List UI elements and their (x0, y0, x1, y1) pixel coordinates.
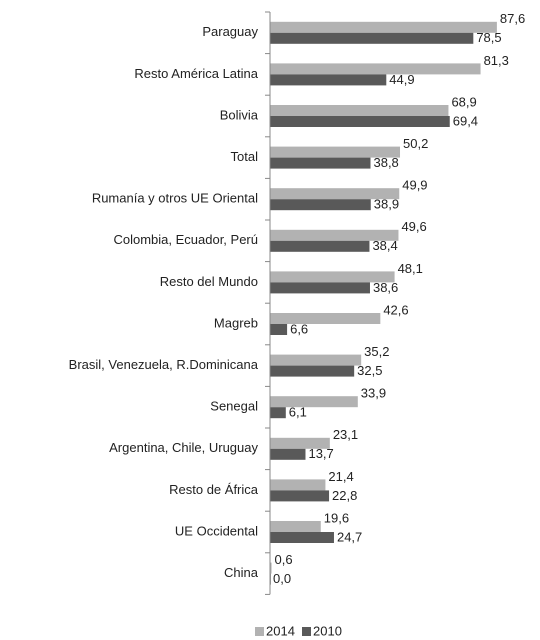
bar (270, 199, 371, 211)
bar (270, 105, 449, 116)
bar (270, 240, 370, 252)
value-label: 23,1 (333, 427, 358, 442)
value-label: 44,9 (389, 72, 414, 87)
category-label: Resto de África (169, 482, 259, 497)
category-label: Resto América Latina (134, 66, 258, 81)
value-label: 6,6 (290, 321, 308, 336)
value-label: 0,0 (273, 571, 291, 586)
category-label: China (224, 565, 259, 580)
legend-swatch (255, 627, 264, 636)
category-label: Brasil, Venezuela, R.Dominicana (69, 357, 259, 372)
value-label: 32,5 (357, 363, 382, 378)
category-label: Total (231, 149, 259, 164)
value-label: 24,7 (337, 529, 362, 544)
value-label: 68,9 (451, 94, 476, 109)
bar (270, 146, 401, 158)
value-label: 49,9 (402, 178, 427, 193)
bar (270, 365, 355, 377)
value-label: 42,6 (383, 302, 408, 317)
bar (270, 282, 370, 294)
value-label: 38,9 (374, 197, 399, 212)
bar (270, 32, 474, 44)
value-label: 0,6 (275, 552, 293, 567)
bar (270, 324, 288, 335)
bar (270, 396, 358, 408)
category-label: Magreb (214, 315, 258, 330)
bar (270, 532, 334, 543)
value-label: 35,2 (364, 344, 389, 359)
bar (270, 157, 371, 169)
category-label: Resto del Mundo (160, 274, 258, 289)
value-label: 78,5 (476, 30, 501, 45)
value-label: 38,6 (373, 280, 398, 295)
category-label: Bolivia (220, 107, 259, 122)
value-label: 87,6 (500, 11, 525, 26)
category-label: Rumanía y otros UE Oriental (92, 191, 258, 206)
bar (270, 271, 395, 283)
value-label: 13,7 (308, 446, 333, 461)
bar (270, 479, 326, 491)
bar (270, 116, 450, 127)
bar (270, 21, 497, 33)
bar (270, 188, 400, 200)
bar (270, 229, 399, 241)
bar (270, 63, 481, 75)
legend-swatch (302, 627, 311, 636)
category-label: UE Occidental (175, 523, 258, 538)
value-label: 48,1 (398, 261, 423, 276)
value-label: 21,4 (328, 469, 353, 484)
value-label: 81,3 (484, 53, 509, 68)
value-label: 50,2 (403, 136, 428, 151)
bar (270, 562, 272, 574)
value-label: 22,8 (332, 488, 357, 503)
bar (270, 490, 330, 502)
legend-label: 2010 (313, 623, 342, 638)
bar (270, 74, 387, 86)
category-label: Senegal (210, 399, 258, 414)
legend-label: 2014 (266, 623, 295, 638)
bar (270, 354, 362, 366)
value-label: 38,8 (373, 155, 398, 170)
bar (270, 521, 321, 532)
bar (270, 437, 330, 449)
value-label: 6,1 (289, 405, 307, 420)
value-label: 69,4 (453, 113, 478, 128)
value-label: 38,4 (372, 238, 397, 253)
bar (270, 313, 381, 324)
value-label: 19,6 (324, 510, 349, 525)
bar (270, 448, 306, 460)
bar (270, 407, 286, 419)
category-label: Paraguay (202, 24, 258, 39)
value-label: 33,9 (361, 386, 386, 401)
category-label: Colombia, Ecuador, Perú (113, 232, 258, 247)
value-label: 49,6 (401, 219, 426, 234)
category-label: Argentina, Chile, Uruguay (109, 440, 258, 455)
